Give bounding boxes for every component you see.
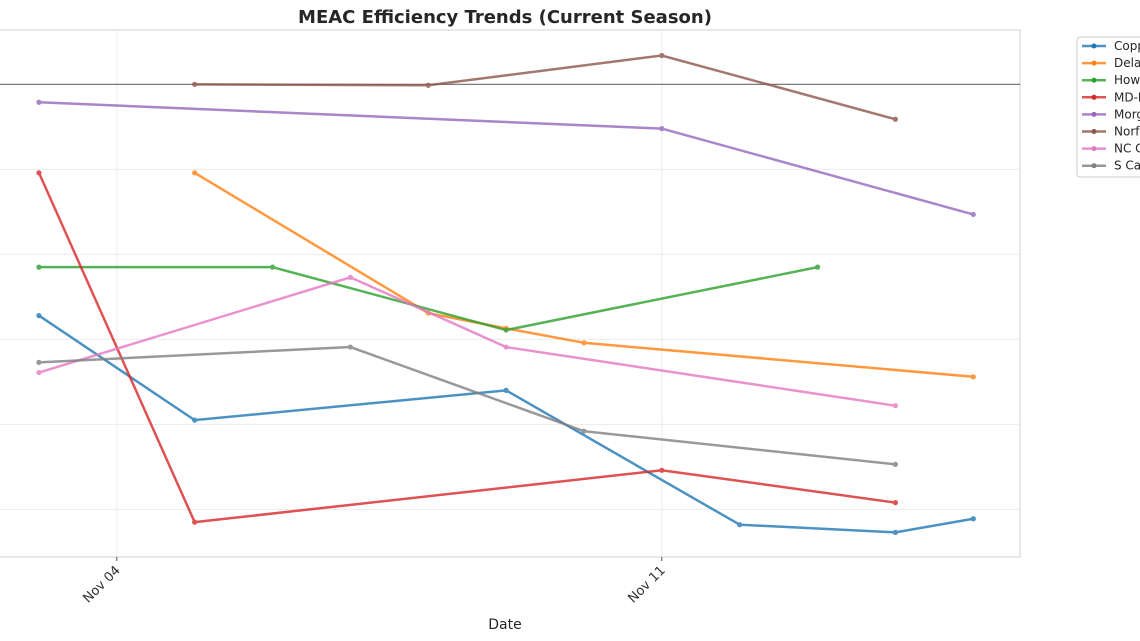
data-point (269, 264, 276, 270)
data-point (892, 500, 899, 506)
legend-marker (1091, 77, 1097, 83)
legend-item: MD-E (1082, 90, 1140, 104)
data-point (192, 81, 198, 87)
legend-item: Norf (1082, 125, 1140, 139)
series-morg (36, 99, 976, 218)
series-line (37, 172, 896, 524)
series-how (36, 264, 821, 333)
gridlines (0, 30, 1020, 557)
x-axis-label: Date (488, 617, 521, 633)
series-md-e (36, 170, 899, 525)
legend-label: Norf (1114, 125, 1140, 139)
data-point (892, 529, 899, 535)
data-point (970, 374, 976, 380)
data-point (659, 52, 665, 59)
legend-item: Copp (1082, 39, 1140, 53)
data-point (659, 467, 665, 473)
data-point (36, 170, 42, 176)
series-line (194, 54, 896, 121)
series-nc-c (36, 274, 899, 409)
series-norf (192, 52, 899, 122)
legend-item: S Ca (1082, 159, 1140, 173)
plot-frame (0, 29, 1021, 558)
legend: Copp Dela How MD-E Morg Norf NC C S Ca (1076, 36, 1140, 178)
x-tick-label: Nov 11 (625, 563, 668, 606)
x-ticks: Nov 04 Nov 11 (80, 557, 669, 606)
data-point (659, 126, 665, 132)
series-s-ca (36, 344, 899, 467)
series-group (36, 52, 976, 535)
data-point (192, 417, 198, 423)
data-point (503, 387, 509, 393)
legend-marker (1091, 146, 1097, 152)
data-point (970, 516, 976, 522)
data-point (892, 116, 899, 122)
series-line (38, 265, 818, 332)
data-point (892, 461, 899, 467)
legend-label: Copp (1114, 39, 1140, 53)
data-point (192, 519, 198, 525)
series-line (38, 345, 896, 466)
data-point (737, 522, 743, 528)
data-point (36, 369, 42, 376)
data-point (36, 313, 42, 319)
legend-label: Dela (1114, 56, 1140, 70)
legend-marker (1091, 60, 1097, 66)
data-point (36, 99, 42, 105)
legend-label: Morg (1114, 107, 1140, 121)
series-copp (36, 313, 976, 535)
legend-marker (1091, 163, 1097, 169)
x-tick-label: Nov 04 (80, 563, 123, 606)
data-point (192, 170, 198, 176)
series-line (38, 314, 974, 534)
legend-item: NC C (1082, 142, 1140, 156)
data-point (503, 327, 509, 333)
chart-title: MEAC Efficiency Trends (Current Season) (298, 7, 712, 28)
legend-box (1076, 36, 1140, 178)
data-point (36, 359, 42, 365)
legend-label: How (1114, 73, 1140, 87)
data-point (425, 82, 431, 88)
legend-marker (1091, 94, 1097, 100)
series-line (38, 101, 974, 216)
data-point (581, 428, 587, 434)
data-point (581, 340, 587, 346)
legend-label: NC C (1114, 142, 1140, 156)
data-point (347, 344, 353, 350)
data-point (503, 344, 509, 350)
legend-marker (1091, 111, 1097, 117)
legend-item: Dela (1082, 56, 1140, 70)
data-point (347, 274, 353, 280)
legend-marker (1091, 43, 1097, 49)
legend-label: MD-E (1114, 90, 1140, 104)
series-line (194, 171, 974, 379)
legend-marker (1091, 129, 1097, 134)
legend-item: Morg (1082, 107, 1140, 121)
data-point (970, 211, 976, 218)
data-point (36, 264, 42, 270)
data-point (814, 264, 821, 270)
data-point (892, 403, 899, 409)
legend-item: How (1082, 73, 1140, 87)
legend-label: S Ca (1114, 159, 1140, 173)
series-line (38, 276, 896, 407)
